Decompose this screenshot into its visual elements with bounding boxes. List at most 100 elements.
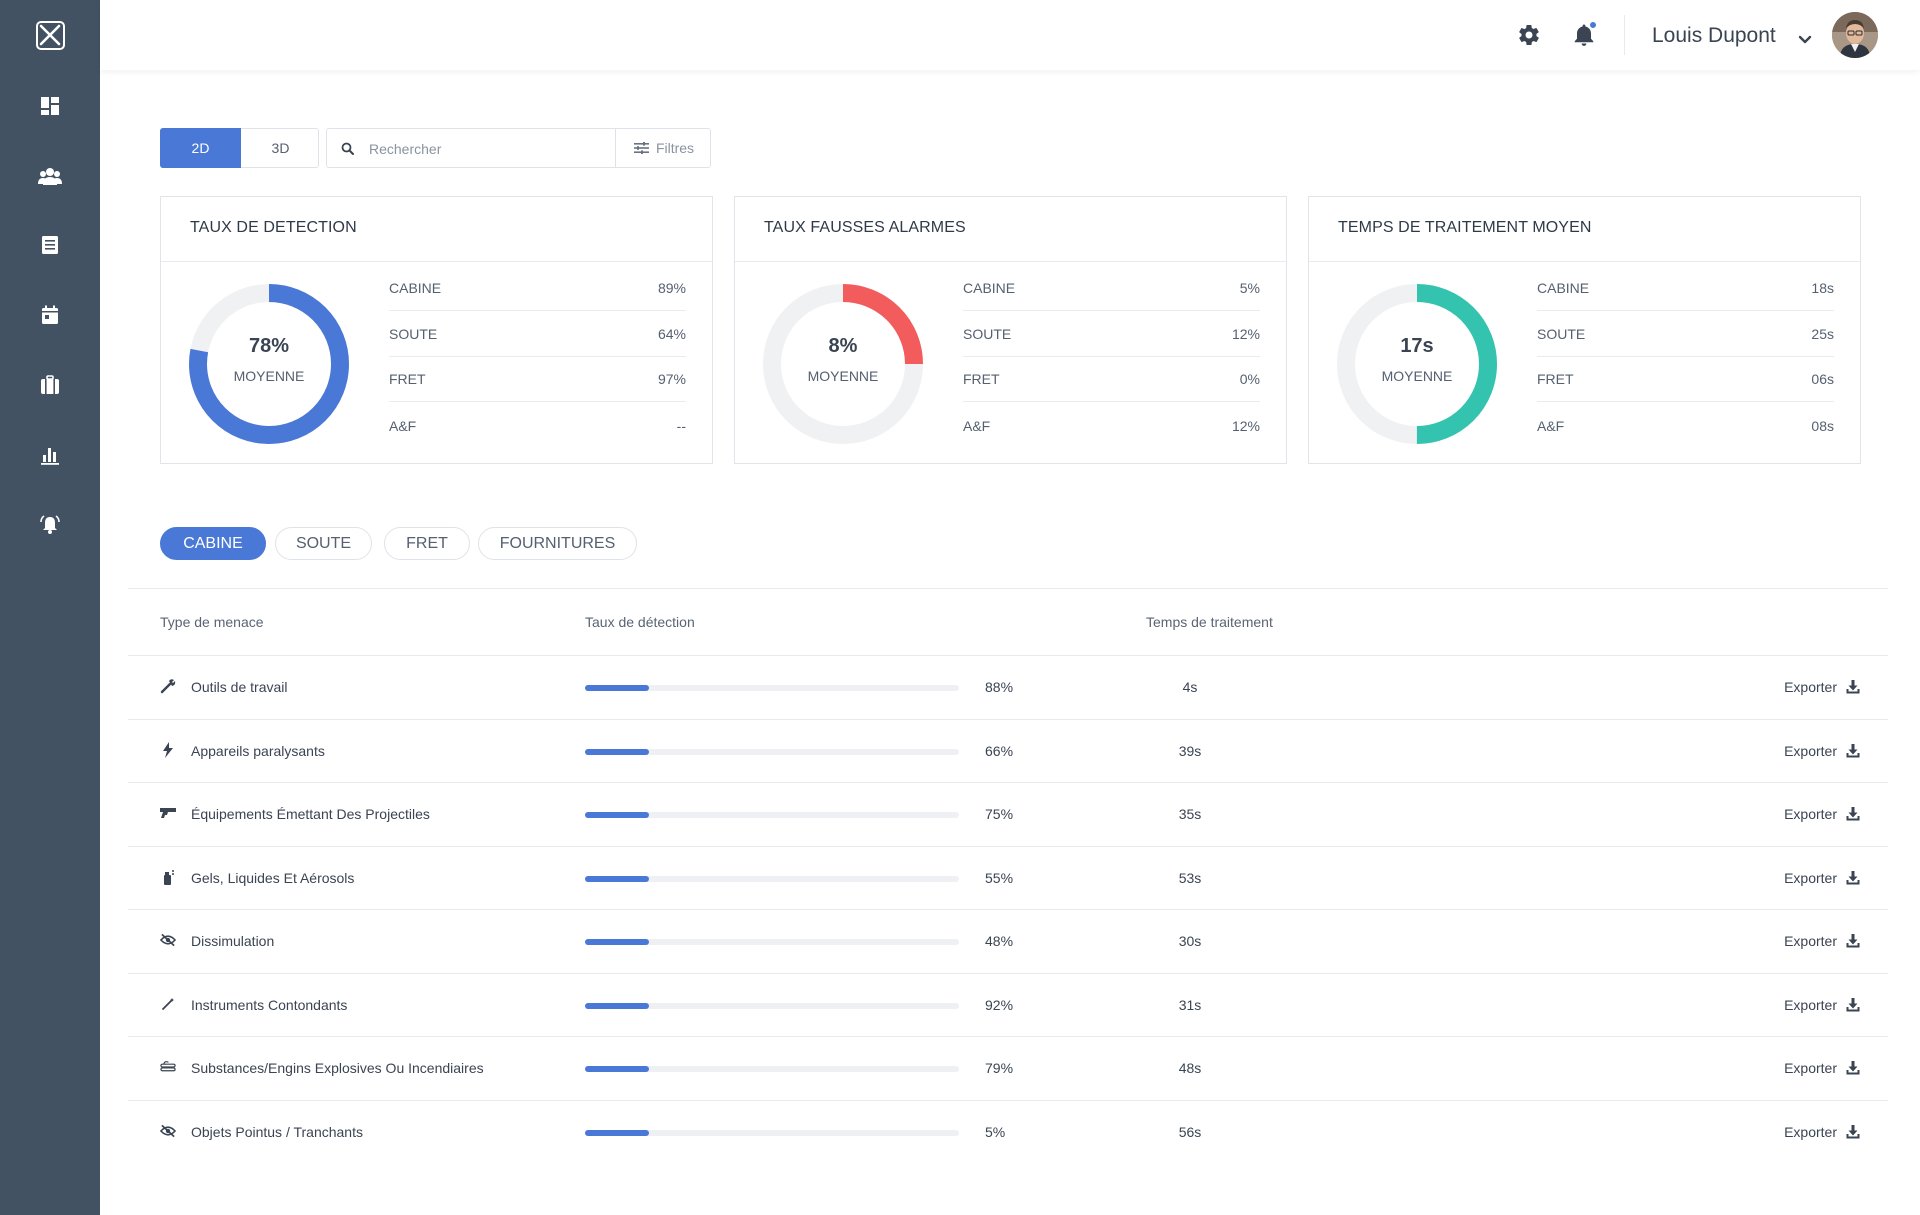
- export-label: Exporter: [1784, 742, 1837, 759]
- eye-slash-icon: [160, 932, 176, 948]
- export-button[interactable]: Exporter: [1784, 993, 1860, 1017]
- donut-chart: 78% MOYENNE: [189, 284, 349, 444]
- stat-label: SOUTE: [963, 326, 1012, 342]
- tab-fret[interactable]: FRET: [384, 527, 470, 560]
- stat-value: 0%: [1239, 371, 1260, 387]
- nav-users[interactable]: [26, 152, 74, 200]
- nav-luggage[interactable]: [26, 361, 74, 409]
- stat-row: A&F --: [389, 404, 686, 449]
- threat-name: Équipements Émettant Des Projectiles: [191, 806, 430, 822]
- logo-x-icon: [39, 24, 61, 46]
- detection-percent: 88%: [985, 679, 1014, 695]
- stat-label: A&F: [1537, 418, 1565, 434]
- stat-row: A&F 12%: [963, 404, 1260, 449]
- stat-row: FRET 06s: [1537, 357, 1834, 402]
- sliders-icon: [633, 142, 649, 154]
- header-detection-rate: Taux de détection: [585, 614, 695, 630]
- bolt-icon: [160, 741, 176, 758]
- stat-label: FRET: [1537, 371, 1574, 387]
- stat-row: SOUTE 12%: [963, 312, 1260, 357]
- export-button[interactable]: Exporter: [1784, 1120, 1860, 1144]
- stat-label: A&F: [963, 418, 991, 434]
- bar-chart-icon: [41, 448, 59, 465]
- detection-bar: [585, 812, 959, 818]
- detection-bar: [585, 1129, 959, 1136]
- download-icon: [1846, 807, 1860, 821]
- detection-bar-fill: [585, 939, 649, 945]
- donut-arc: [763, 284, 923, 444]
- stat-value: --: [676, 418, 686, 434]
- app-logo[interactable]: [36, 21, 65, 50]
- threat-name: Outils de travail: [191, 679, 288, 695]
- card-title: TAUX DE DETECTION: [190, 219, 357, 236]
- detection-bar: [585, 1066, 959, 1072]
- detection-bar-fill: [585, 875, 649, 882]
- nav-calendar[interactable]: [26, 291, 74, 339]
- user-name[interactable]: Louis Dupont: [1652, 24, 1776, 47]
- export-label: Exporter: [1784, 1123, 1837, 1140]
- stat-value: 06s: [1811, 371, 1834, 387]
- donut-ring: [189, 284, 349, 444]
- header-threat-type: Type de menace: [160, 614, 264, 630]
- stat-value: 5%: [1239, 280, 1260, 296]
- tab-soute[interactable]: SOUTE: [275, 527, 372, 560]
- nav-stats[interactable]: [26, 431, 74, 479]
- stat-value: 64%: [657, 326, 686, 342]
- detection-bar-fill: [585, 1002, 649, 1009]
- table-row: Appareils paralysants 66% 39s Exporter: [128, 720, 1888, 783]
- threat-name: Substances/Engins Explosives Ou Incendia…: [191, 1060, 484, 1076]
- export-button[interactable]: Exporter: [1784, 675, 1860, 699]
- filters-label: Filtres: [655, 140, 695, 156]
- detection-bar: [585, 939, 959, 945]
- avatar-portrait-icon: [1832, 12, 1878, 58]
- stat-label: FRET: [963, 371, 1000, 387]
- export-label: Exporter: [1784, 869, 1837, 886]
- view-3d-button[interactable]: 3D: [271, 140, 290, 156]
- row-divider: [128, 718, 1888, 720]
- donut-label: MOYENNE: [233, 368, 305, 384]
- download-icon: [1846, 1061, 1860, 1075]
- user-avatar[interactable]: [1832, 12, 1878, 58]
- processing-time: 48s: [1178, 1060, 1202, 1076]
- detection-bar-fill: [585, 812, 649, 818]
- nav-dashboard[interactable]: [26, 82, 74, 130]
- download-icon: [1846, 870, 1860, 884]
- search-input[interactable]: [369, 138, 609, 160]
- notifications-button[interactable]: [1571, 20, 1598, 48]
- row-divider: [128, 1099, 1888, 1101]
- detection-percent: 48%: [985, 933, 1014, 949]
- detection-bar-fill: [585, 1129, 649, 1136]
- stat-value: 08s: [1811, 418, 1834, 434]
- filters-button[interactable]: Filtres: [615, 128, 712, 168]
- stat-row: FRET 0%: [963, 357, 1260, 402]
- export-button[interactable]: Exporter: [1784, 866, 1860, 890]
- processing-time: 39s: [1178, 742, 1202, 759]
- view-2d-button[interactable]: 2D: [160, 128, 241, 168]
- settings-button[interactable]: [1516, 22, 1542, 48]
- user-menu-toggle[interactable]: [1798, 32, 1812, 50]
- processing-time: 4s: [1182, 679, 1198, 695]
- table-header-border: [128, 655, 1888, 656]
- donut-chart: 17s MOYENNE: [1337, 284, 1497, 444]
- export-button[interactable]: Exporter: [1784, 802, 1860, 826]
- stat-label: FRET: [389, 371, 426, 387]
- alarm-bell-icon: [40, 515, 60, 534]
- tab-fournitures[interactable]: FOURNITURES: [478, 527, 637, 560]
- export-button[interactable]: Exporter: [1784, 929, 1860, 953]
- stat-label: CABINE: [389, 280, 442, 296]
- bell-icon: [1574, 24, 1594, 46]
- stat-value: 12%: [1231, 326, 1260, 342]
- export-button[interactable]: Exporter: [1784, 1056, 1860, 1080]
- calendar-icon: [42, 305, 58, 324]
- export-label: Exporter: [1784, 679, 1837, 695]
- detection-bar-fill: [585, 748, 649, 755]
- processing-time: 31s: [1178, 996, 1202, 1013]
- tab-cabine[interactable]: CABINE: [160, 527, 266, 560]
- card-divider: [161, 261, 712, 262]
- detection-bar-fill: [585, 685, 649, 691]
- stat-row: SOUTE 64%: [389, 312, 686, 357]
- nav-list[interactable]: [26, 221, 74, 269]
- row-divider: [128, 972, 1888, 974]
- nav-alarm[interactable]: [26, 501, 74, 549]
- export-button[interactable]: Exporter: [1784, 739, 1860, 763]
